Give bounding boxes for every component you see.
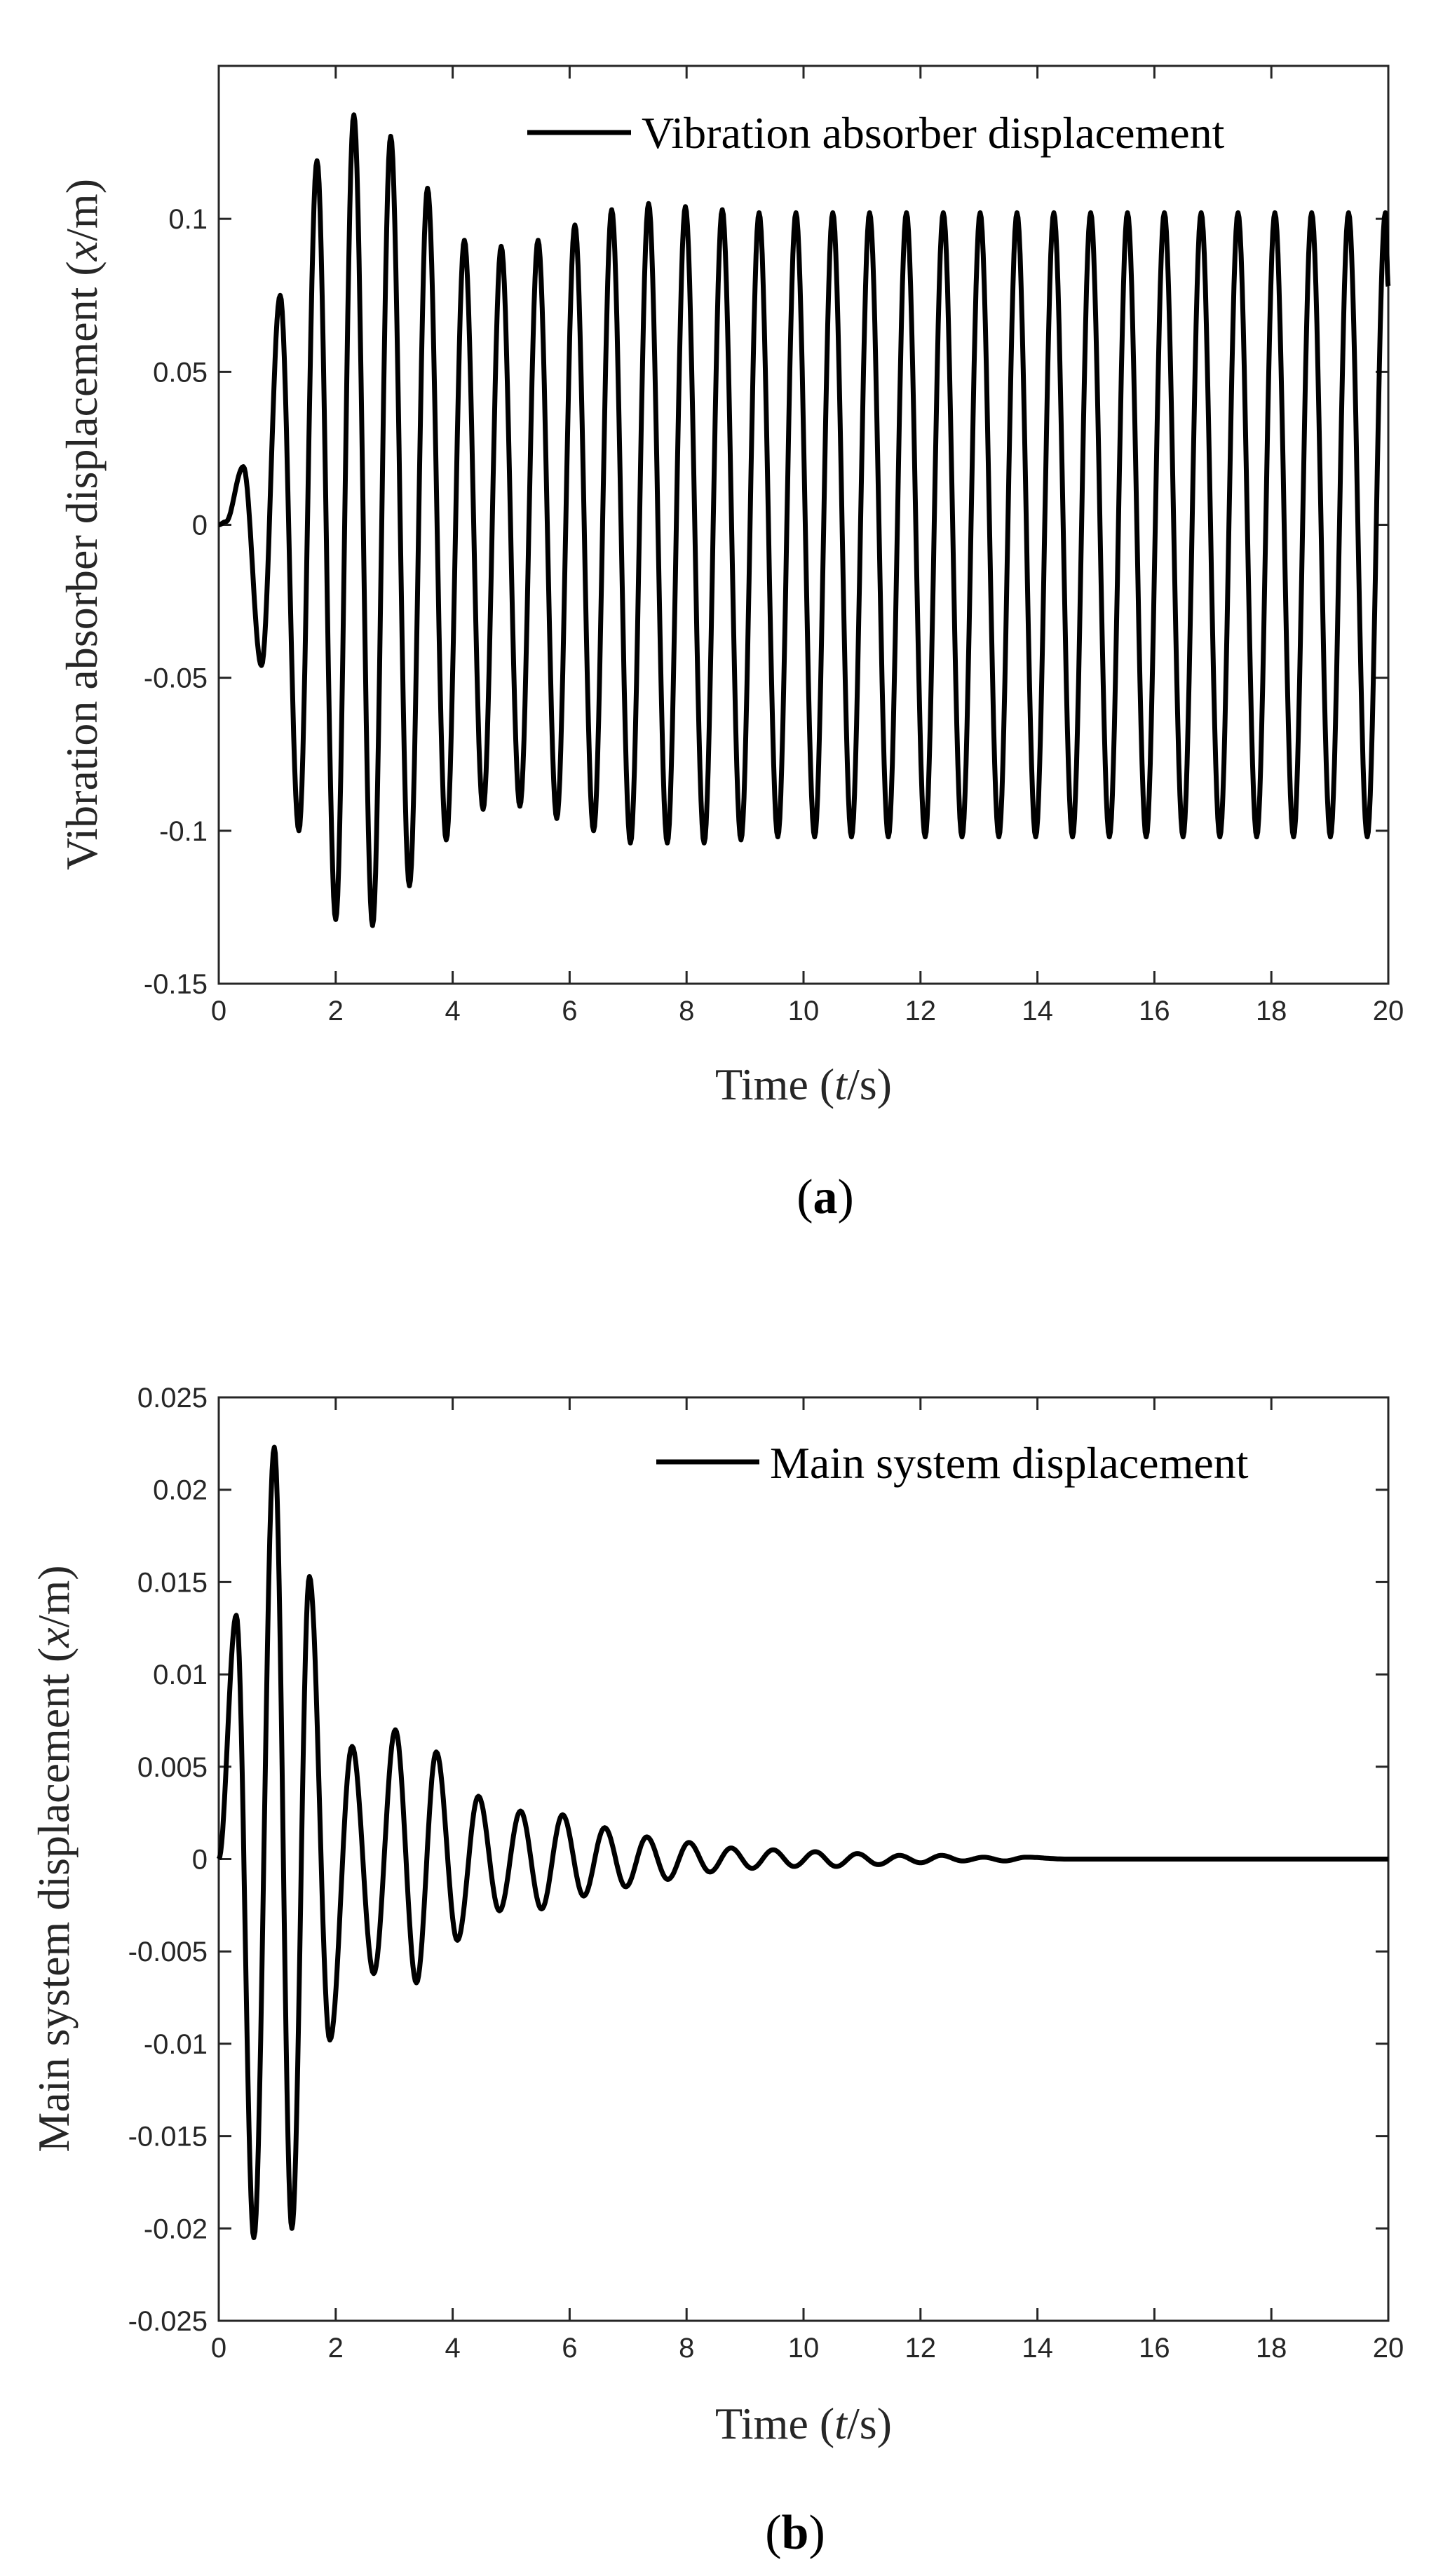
x-tick-label: 8 [679, 996, 694, 1026]
x-axis-title: Time (t/s) [715, 1059, 892, 1109]
x-axis-title: Time (t/s) [715, 2399, 892, 2448]
series-line-vibration-absorber [217, 112, 1391, 928]
y-tick-label: -0.005 [128, 1937, 208, 1967]
y-tick-label: -0.05 [144, 663, 208, 694]
x-tick-label: 8 [679, 2333, 694, 2364]
y-tick-label: -0.02 [144, 2214, 208, 2244]
x-tick-label: 0 [211, 996, 226, 1026]
x-tick-label: 10 [788, 996, 820, 1026]
y-tick-label: 0 [192, 510, 208, 541]
chart-panel-b: 0 2 4 6 8 10 12 14 16 18 20 -0.025 -0.02 -0.015 -0.01… [29, 1383, 1404, 2560]
x-tick-label: 6 [562, 996, 577, 1026]
x-tick-label: 14 [1022, 996, 1053, 1026]
caption-b: (b) [765, 2506, 825, 2560]
y-axis-title: Main system displacement (x/m) [29, 1565, 79, 2152]
x-tick-label: 2 [328, 2333, 344, 2364]
x-tick-label: 2 [328, 996, 344, 1026]
y-tick-label: -0.015 [128, 2122, 208, 2153]
y-tick-label: -0.01 [144, 2029, 208, 2060]
ticks [217, 66, 1390, 985]
x-tick-label: 6 [562, 2333, 577, 2364]
y-tick-label: 0.1 [168, 204, 208, 235]
caption-a: (a) [797, 1170, 854, 1224]
x-tick-label: 18 [1256, 2333, 1287, 2364]
y-tick-label: -0.025 [128, 2306, 208, 2337]
x-tick-label: 20 [1373, 2333, 1404, 2364]
x-tick-labels: 0 2 4 6 8 10 12 14 16 18 20 [211, 2333, 1404, 2364]
x-tick-label: 14 [1022, 2333, 1053, 2364]
x-tick-label: 10 [788, 2333, 820, 2364]
x-tick-label: 4 [445, 996, 460, 1026]
y-axis-title: Vibration absorber displacement (x/m) [57, 179, 107, 870]
x-tick-label: 16 [1139, 996, 1170, 1026]
series-line-main-system [216, 1444, 1390, 2240]
y-tick-label: 0.01 [153, 1660, 208, 1690]
legend-text: Main system displacement [770, 1438, 1249, 1488]
x-tick-label: 20 [1373, 996, 1404, 1026]
x-tick-label: 12 [905, 2333, 937, 2364]
y-tick-label: 0 [192, 1845, 208, 1876]
x-tick-label: 12 [905, 996, 937, 1026]
x-tick-label: 0 [211, 2333, 226, 2364]
y-tick-labels: -0.15 -0.1 -0.05 0 0.05 0.1 [144, 204, 208, 1000]
y-tick-label: -0.15 [144, 969, 208, 1000]
x-tick-label: 18 [1256, 996, 1287, 1026]
y-tick-label: 0.005 [137, 1752, 208, 1783]
y-tick-label: 0.02 [153, 1475, 208, 1506]
y-tick-label: 0.025 [137, 1383, 208, 1414]
y-tick-label: -0.1 [159, 816, 208, 847]
legend-text: Vibration absorber displacement [642, 108, 1225, 158]
chart-panel-a: 0 2 4 6 8 10 12 14 16 18 20 -0.15 -0.1 -0.05 0 0.05 0.1… [57, 65, 1404, 1224]
y-tick-label: 0.015 [137, 1567, 208, 1598]
y-tick-labels: -0.025 -0.02 -0.015 -0.01 -0.005 0 0.005 0.01 0.… [128, 1383, 208, 2337]
x-tick-labels: 0 2 4 6 8 10 12 14 16 18 20 [211, 996, 1404, 1026]
y-tick-label: 0.05 [153, 357, 208, 388]
x-tick-label: 16 [1139, 2333, 1170, 2364]
x-tick-label: 4 [445, 2333, 460, 2364]
